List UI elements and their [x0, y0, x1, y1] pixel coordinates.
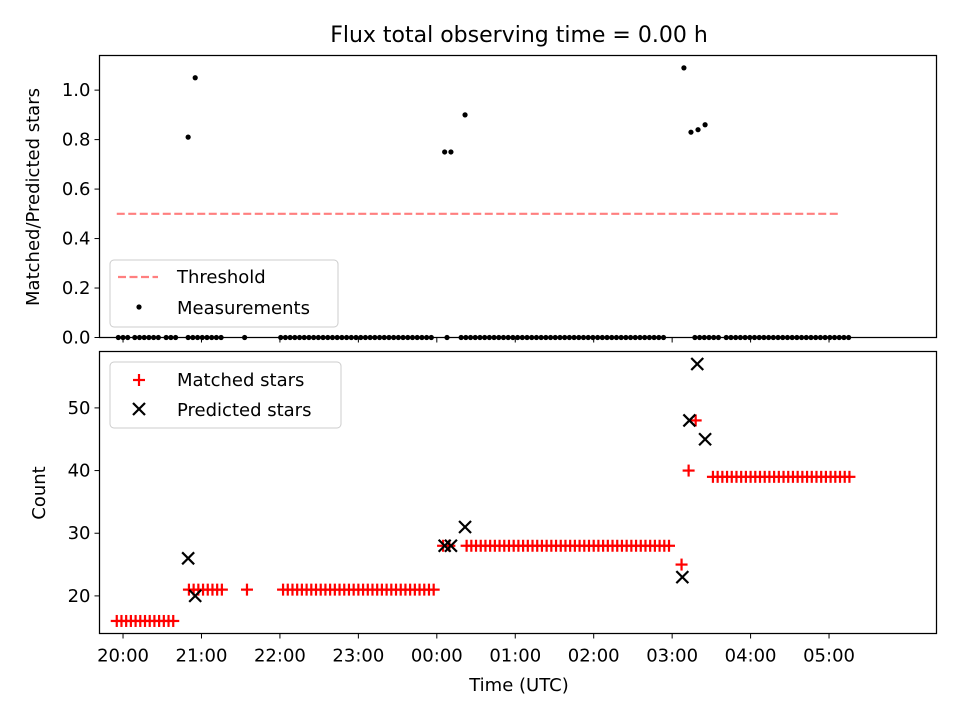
x-tick-label: 02:00 — [568, 646, 620, 667]
legend-threshold-label: Threshold — [176, 267, 266, 288]
bottom-y-tick-label: 30 — [68, 523, 91, 544]
x-tick-label: 22:00 — [254, 646, 306, 667]
bottom-y-tick-label: 50 — [68, 398, 91, 419]
predicted-point — [690, 357, 705, 371]
predicted-point — [188, 589, 202, 603]
bottom-x-axis: 20:00 21:00 22:00 23:00 00:00 01:00 02:00 03:00… — [97, 633, 855, 667]
x-axis-label: Time (UTC) — [468, 675, 569, 696]
measurement-point — [681, 65, 687, 71]
measurement-point — [192, 75, 198, 81]
top-y-axis-label: Matched/Predicted stars — [23, 88, 44, 306]
matched-point — [167, 614, 180, 627]
top-axes-frame — [98, 54, 938, 339]
top-legend: Threshold Measurements — [109, 259, 339, 328]
legend-predicted-label: Predicted stars — [177, 400, 311, 421]
x-tick-label: 05:00 — [803, 646, 855, 667]
x-tick-label: 00:00 — [411, 646, 463, 667]
top-x-axis — [122, 337, 830, 343]
bottom-panel: 20 30 40 50 20:00 21:00 22:00 23:00 00:00 01:00 0… — [29, 350, 938, 696]
top-y-tick-label: 1.0 — [62, 80, 91, 101]
predicted-point — [682, 413, 697, 428]
measurement-point — [688, 129, 694, 135]
predicted-point — [437, 538, 452, 553]
bottom-y-tick-label: 20 — [68, 586, 91, 607]
bottom-y-axis: 20 30 40 50 — [68, 398, 100, 607]
predicted-point — [675, 570, 690, 584]
measurement-point — [462, 112, 468, 118]
predicted-point — [698, 432, 712, 447]
matched-point — [682, 464, 695, 477]
x-tick-label: 21:00 — [176, 646, 228, 667]
measurement-point — [695, 127, 701, 133]
x-tick-label: 20:00 — [97, 646, 149, 667]
x-tick-label: 01:00 — [489, 646, 541, 667]
x-tick-label: 04:00 — [725, 646, 777, 667]
matched-point — [215, 583, 228, 596]
bottom-plot-area — [110, 357, 856, 627]
matched-point — [240, 583, 253, 596]
top-legend-box — [109, 259, 339, 328]
measurement-point — [448, 149, 454, 155]
bottom-axes-frame — [98, 350, 938, 635]
top-y-tick-label: 0.4 — [62, 229, 91, 250]
predicted-point — [444, 538, 458, 553]
matched-point — [689, 414, 702, 427]
bottom-y-axis-label: Count — [29, 466, 50, 519]
legend-measurements-label: Measurements — [177, 298, 310, 319]
bottom-legend-box — [109, 361, 342, 429]
chart-title: Flux total observing time = 0.00 h — [330, 23, 708, 48]
legend-predicted-swatch — [132, 402, 146, 416]
bottom-legend: Matched stars Predicted stars — [109, 361, 342, 429]
matched-point — [675, 558, 688, 571]
measurement-point — [702, 122, 708, 128]
matched-point — [843, 470, 856, 483]
legend-matched-label: Matched stars — [177, 370, 304, 391]
predicted-point — [181, 551, 195, 566]
x-tick-label: 23:00 — [332, 646, 384, 667]
matched-point — [663, 539, 676, 552]
measurement-point — [185, 134, 191, 140]
predicted-point — [458, 520, 472, 534]
top-y-tick-label: 0.2 — [62, 278, 91, 299]
top-y-tick-label: 0.0 — [62, 328, 91, 349]
matched-point — [427, 583, 440, 596]
bottom-y-tick-label: 40 — [68, 461, 91, 482]
top-y-tick-label: 0.8 — [62, 130, 91, 151]
legend-matched-swatch — [133, 374, 145, 386]
top-y-tick-label: 0.6 — [62, 179, 91, 200]
legend-measurements-swatch — [136, 304, 142, 310]
x-tick-label: 03:00 — [646, 646, 698, 667]
top-y-axis: 0.0 0.2 0.4 0.6 0.8 1.0 — [62, 80, 100, 349]
top-panel: 0.0 0.2 0.4 0.6 0.8 1.0 Matched/Predicted sta… — [23, 54, 938, 349]
measurement-point — [442, 149, 448, 155]
